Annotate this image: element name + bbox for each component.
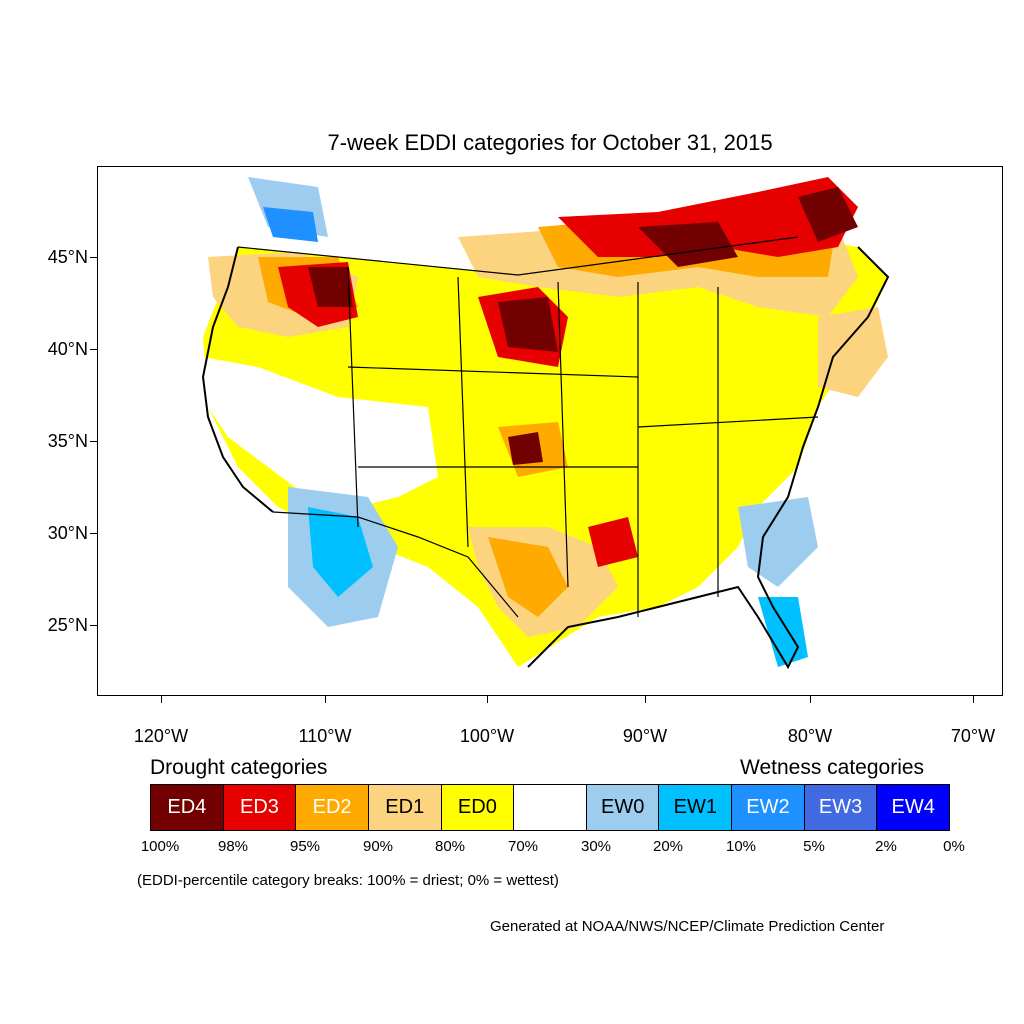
lon-tick <box>973 696 974 703</box>
category-legend: ED4 ED3 ED2 ED1 ED0 EW0 EW1 EW2 EW3 EW4 <box>150 784 950 831</box>
legend-label: EW1 <box>673 796 717 818</box>
lat-tick <box>90 349 97 350</box>
lon-tick <box>325 696 326 703</box>
ed4-quebec <box>798 187 858 242</box>
lat-tick <box>90 533 97 534</box>
lat-label-25: 25°N <box>47 615 88 635</box>
legend-swatch-ew1: EW1 <box>659 785 733 830</box>
lon-label-100: 100°W <box>459 726 515 746</box>
legend-label: ED3 <box>240 796 279 818</box>
legend-swatch-normal <box>514 785 587 830</box>
lat-tick <box>90 257 97 258</box>
ed4-kansas <box>508 432 543 465</box>
lat-label-40: 40°N <box>47 339 88 359</box>
ew0-southeast <box>738 497 818 587</box>
map-title: 7-week EDDI categories for October 31, 2… <box>327 130 773 155</box>
legend-label: EW3 <box>818 796 863 818</box>
break-label: 30% <box>580 838 612 855</box>
lat-tick <box>90 441 97 442</box>
legend-swatch-ed2: ED2 <box>296 785 369 830</box>
credit-text: Generated at NOAA/NWS/NCEP/Climate Predi… <box>490 918 885 935</box>
ew1-bc <box>263 207 318 242</box>
legend-swatch-ed4: ED4 <box>151 785 224 830</box>
category-fills <box>203 177 888 667</box>
lat-label-30: 30°N <box>47 523 88 543</box>
ed2-texas <box>488 537 568 617</box>
ed4-montana <box>308 267 353 307</box>
state-lines <box>347 266 819 617</box>
lon-label-80: 80°W <box>787 726 833 746</box>
intl-border <box>237 236 799 276</box>
break-label: 70% <box>507 838 539 855</box>
legend-label: EW0 <box>600 796 645 818</box>
lat-label-35: 35°N <box>47 431 88 451</box>
coastline <box>201 246 890 670</box>
drought-heading: Drought categories <box>150 756 328 779</box>
lon-label-90: 90°W <box>622 726 668 746</box>
break-label: 100% <box>140 838 180 855</box>
ed4-ontario <box>638 222 738 267</box>
lon-tick <box>810 696 811 703</box>
lon-label-70: 70°W <box>950 726 996 746</box>
legend-swatch-ed0: ED0 <box>441 785 515 830</box>
lon-tick <box>487 696 488 703</box>
map-panel <box>97 166 1003 696</box>
wetness-heading: Wetness categories <box>740 756 925 779</box>
legend-swatch-ew4: EW4 <box>877 785 950 830</box>
legend-label: ED0 <box>457 796 497 818</box>
lon-label-110: 110°W <box>298 726 352 746</box>
break-label: 0% <box>943 838 965 855</box>
break-label: 10% <box>725 838 757 855</box>
breaks-note: (EDDI-percentile category breaks: 100% =… <box>137 872 559 889</box>
break-label: 80% <box>434 838 466 855</box>
break-label: 95% <box>289 838 321 855</box>
legend-swatch-ew3: EW3 <box>804 785 878 830</box>
legend-swatch-ed3: ED3 <box>223 785 297 830</box>
legend-swatch-ed1: ED1 <box>368 785 442 830</box>
legend-swatch-ew2: EW2 <box>732 785 805 830</box>
ed3-north <box>558 177 858 257</box>
lon-tick <box>161 696 162 703</box>
break-label: 2% <box>875 838 897 855</box>
ew1-southwest <box>308 507 373 597</box>
ed4-dakota <box>498 297 558 352</box>
legend-label: ED4 <box>167 796 207 818</box>
ew1-florida <box>758 597 808 667</box>
break-label: 20% <box>652 838 684 855</box>
legend-label: EW2 <box>746 796 790 818</box>
boundaries <box>201 236 890 670</box>
break-label: 90% <box>362 838 394 855</box>
legend-label: ED2 <box>312 796 352 818</box>
break-label: 98% <box>217 838 249 855</box>
break-label: 5% <box>803 838 825 855</box>
mexico-border <box>272 511 519 618</box>
eddi-map <box>201 177 890 670</box>
lon-tick <box>645 696 646 703</box>
white-west <box>203 357 438 507</box>
ed1-east <box>818 307 888 397</box>
lat-label-45: 45°N <box>47 247 88 267</box>
legend-swatch-ew0: EW0 <box>586 785 660 830</box>
lat-tick <box>90 625 97 626</box>
legend-label: EW4 <box>891 796 935 818</box>
lon-label-120: 120°W <box>133 726 189 746</box>
ed3-arkansas <box>588 517 638 567</box>
legend-label: ED1 <box>385 796 425 818</box>
